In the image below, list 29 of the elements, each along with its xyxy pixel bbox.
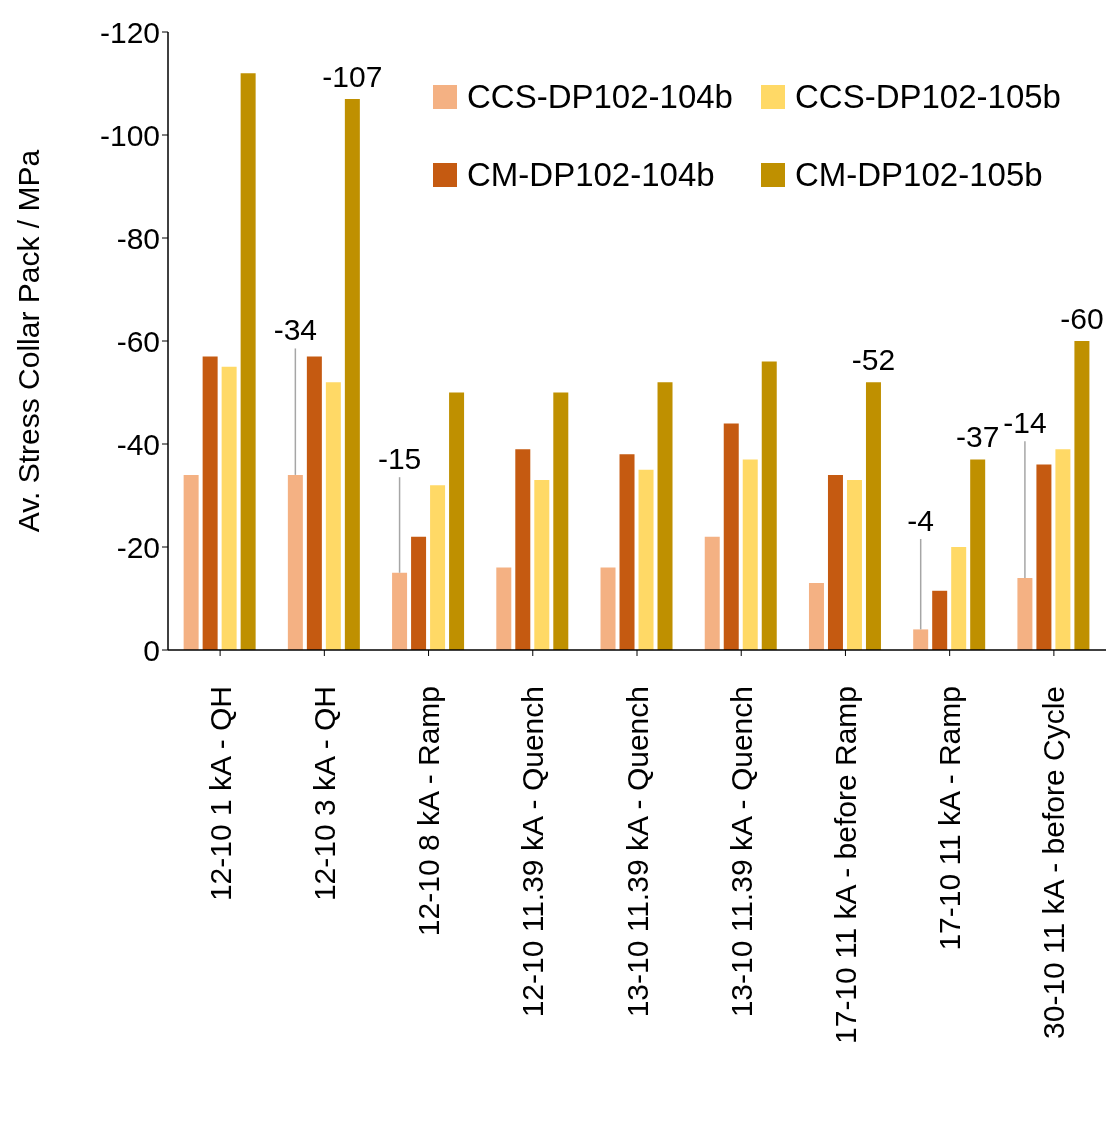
y-tick-label: -60 xyxy=(116,324,160,358)
y-axis-title: Av. Stress Collar Pack / MPa xyxy=(11,149,45,533)
x-tick-label: 12-10 1 kA - QH xyxy=(203,686,237,902)
x-tick-label: 12-10 3 kA - QH xyxy=(307,686,341,902)
data-label: -15 xyxy=(377,442,422,476)
legend-label: CM-DP102-105b xyxy=(794,156,1043,194)
y-tick-label: -80 xyxy=(116,221,160,255)
data-label: -52 xyxy=(851,343,896,377)
x-tick-label: 17-10 11 kA - Ramp xyxy=(933,686,967,951)
data-label: -107 xyxy=(322,59,383,93)
y-tick-label: -40 xyxy=(116,427,160,461)
y-tick-label: -20 xyxy=(116,530,160,564)
x-tick-label: 13-10 11.39 kA - Quench xyxy=(620,686,654,1018)
data-label: -4 xyxy=(907,504,935,537)
data-label: -37 xyxy=(956,420,1000,454)
y-tick-label: 0 xyxy=(143,633,160,667)
x-tick-label: 30-10 11 kA - before Cycle xyxy=(1037,686,1071,1039)
data-label: -60 xyxy=(1060,302,1104,335)
x-tick-label: 13-10 11.39 kA - Quench xyxy=(724,686,758,1018)
x-tick-label: 12-10 8 kA - Ramp xyxy=(412,686,446,937)
legend-label: CM-DP102-104b xyxy=(467,156,715,194)
y-tick-label: -120 xyxy=(99,15,160,49)
x-tick-label: 12-10 11.39 kA - Quench xyxy=(516,686,550,1018)
data-label: -14 xyxy=(1003,406,1047,440)
y-tick-label: -100 xyxy=(99,118,160,152)
data-label: -34 xyxy=(273,313,318,347)
legend-label: CCS-DP102-105b xyxy=(794,78,1061,116)
legend-label: CCS-DP102-104b xyxy=(467,78,733,116)
x-tick-label: 17-10 11 kA - before Ramp xyxy=(828,686,862,1044)
